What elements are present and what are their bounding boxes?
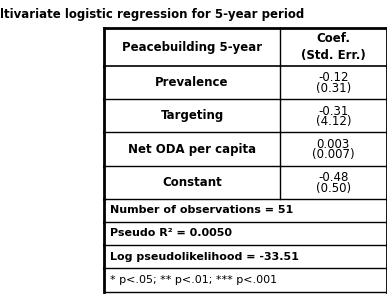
Text: Number of observations = 51: Number of observations = 51: [110, 205, 294, 215]
Text: -0.31: -0.31: [318, 105, 349, 118]
Text: Peacebuilding 5-year: Peacebuilding 5-year: [122, 41, 262, 54]
Text: Coef.
(Std. Err.): Coef. (Std. Err.): [301, 32, 366, 62]
Text: (0.50): (0.50): [316, 181, 351, 195]
Text: 0.003: 0.003: [317, 138, 350, 151]
Text: Net ODA per capita: Net ODA per capita: [128, 143, 256, 155]
Text: (4.12): (4.12): [315, 115, 351, 129]
Text: Targeting: Targeting: [161, 110, 224, 122]
Text: Pseudo R² = 0.0050: Pseudo R² = 0.0050: [110, 229, 232, 238]
Text: -0.12: -0.12: [318, 72, 349, 84]
Text: Log pseudolikelihood = -33.51: Log pseudolikelihood = -33.51: [110, 252, 299, 262]
Text: -0.48: -0.48: [318, 171, 349, 184]
Text: ltivariate logistic regression for 5-year period: ltivariate logistic regression for 5-yea…: [0, 8, 304, 21]
Text: (0.31): (0.31): [316, 82, 351, 95]
Text: Prevalence: Prevalence: [155, 76, 229, 89]
Text: Constant: Constant: [162, 176, 222, 188]
Text: (0.007): (0.007): [312, 148, 354, 162]
Text: * p<.05; ** p<.01; *** p<.001: * p<.05; ** p<.01; *** p<.001: [110, 275, 277, 285]
